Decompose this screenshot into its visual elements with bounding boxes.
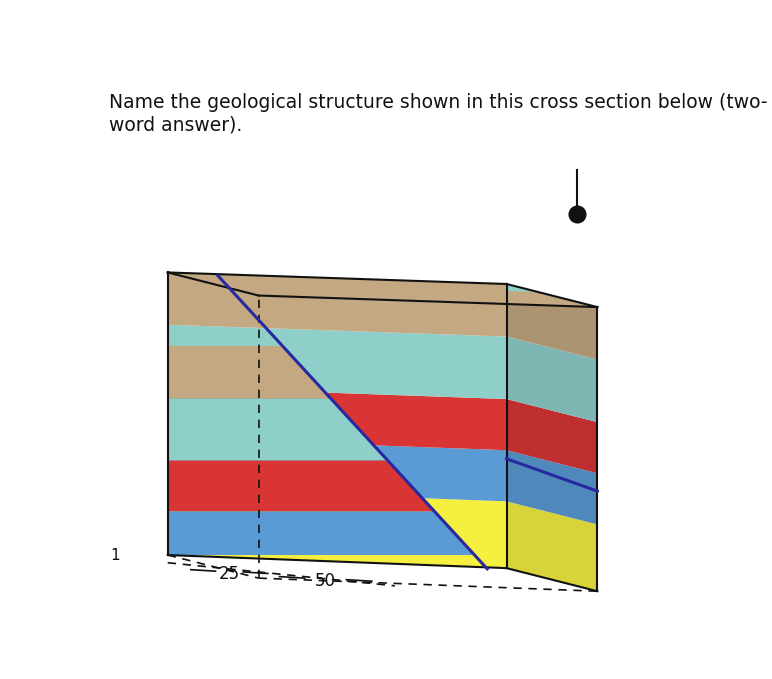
Polygon shape	[506, 399, 598, 473]
Polygon shape	[168, 325, 506, 399]
Text: 1: 1	[110, 549, 120, 564]
Polygon shape	[168, 438, 506, 501]
Polygon shape	[506, 337, 598, 422]
Polygon shape	[168, 460, 435, 511]
Polygon shape	[168, 272, 598, 307]
Polygon shape	[506, 501, 598, 591]
Text: Name the geological structure shown in this cross section below (two-: Name the geological structure shown in t…	[109, 93, 767, 112]
Polygon shape	[168, 398, 388, 460]
Polygon shape	[168, 489, 506, 568]
Polygon shape	[168, 511, 475, 555]
Text: 25: 25	[218, 566, 240, 583]
Polygon shape	[168, 272, 538, 292]
Text: 50: 50	[315, 572, 336, 590]
Text: word answer).: word answer).	[109, 115, 242, 134]
Polygon shape	[168, 387, 506, 450]
Polygon shape	[506, 284, 598, 360]
Polygon shape	[168, 272, 506, 337]
Polygon shape	[168, 346, 330, 398]
Polygon shape	[506, 450, 598, 524]
